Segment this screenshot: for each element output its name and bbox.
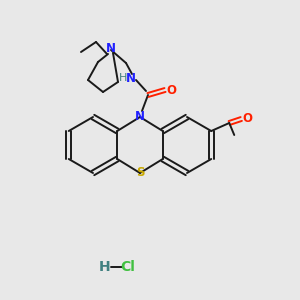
Text: N: N — [106, 43, 116, 56]
Text: O: O — [242, 112, 252, 124]
Text: N: N — [135, 110, 145, 124]
Text: S: S — [136, 167, 144, 179]
Text: H: H — [119, 73, 127, 83]
Text: Cl: Cl — [121, 260, 135, 274]
Text: H: H — [99, 260, 111, 274]
Text: O: O — [166, 83, 176, 97]
Text: N: N — [126, 71, 136, 85]
